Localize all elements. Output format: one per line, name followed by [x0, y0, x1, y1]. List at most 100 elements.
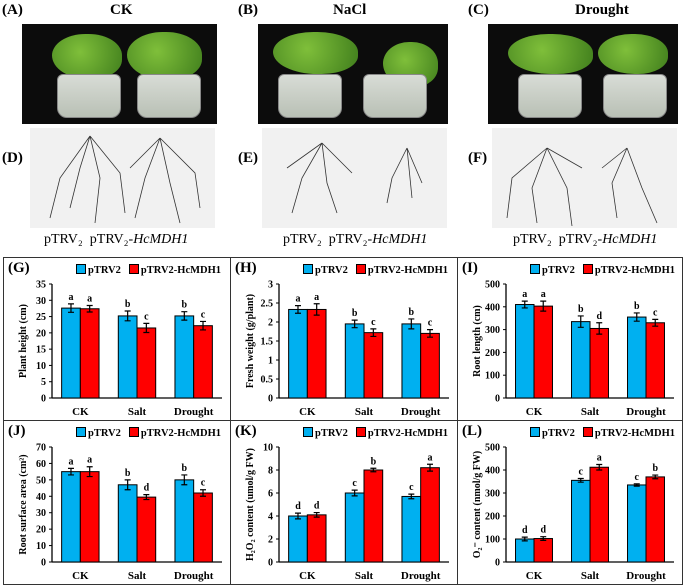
legend-swatch: [530, 427, 540, 437]
y-tick-label: 15: [36, 345, 46, 356]
legend-item: pTRV2-HcMDH1: [355, 427, 449, 439]
error-bar: [313, 511, 320, 518]
legend-label: pTRV2: [315, 265, 348, 276]
bar: [627, 484, 647, 563]
significance-letter: a: [314, 292, 319, 303]
bar: [288, 515, 308, 563]
y-tick-label: 1: [268, 356, 273, 367]
bar-chart: 0 2 4 6 8 10 H₂O₂ content (umol/g FW) CK d d Salt c…: [245, 443, 449, 582]
bar: [174, 315, 195, 399]
error-bar: [540, 300, 547, 312]
y-tick-label: 100: [485, 535, 500, 546]
significance-letter: d: [540, 525, 546, 536]
significance-letter: b: [371, 456, 377, 467]
error-bar: [124, 310, 131, 322]
y-tick-label: 5: [41, 377, 46, 388]
legend-swatch: [128, 264, 139, 274]
x-tick-label: CK: [526, 570, 543, 582]
significance-letter: b: [634, 301, 640, 312]
legend-label: pTRV2-HcMDH1: [367, 428, 449, 439]
photo-nacl: [258, 24, 448, 124]
panel-label-c: (C): [468, 2, 489, 18]
photo-ck: [22, 24, 217, 124]
root-label-row-nacl: pTRV₂ pTRV₂-HcMDH1: [283, 232, 428, 247]
bar: [515, 304, 535, 399]
y-tick-label: 10: [263, 443, 273, 454]
y-axis-label: Fresh weight (g/plant): [245, 294, 256, 388]
legend-label: pTRV2: [88, 265, 121, 276]
significance-letter: c: [428, 318, 433, 329]
legend-item: pTRV2: [303, 264, 348, 276]
bar: [117, 315, 138, 399]
y-tick-label: 300: [485, 489, 500, 500]
bar: [61, 307, 81, 399]
chart-panel: (G) pTRV2 pTRV2-HcMDH1 0 5 10 15 20 25 30 35 Plant …: [3, 257, 231, 421]
significance-letter: b: [409, 307, 415, 318]
bar-chart: 0 10 20 30 40 50 60 70 Root surface area (cm²) CK…: [18, 443, 222, 582]
y-tick-label: 30: [36, 296, 46, 307]
chart-legend: pTRV2 pTRV2-HcMDH1: [530, 264, 683, 276]
legend-swatch: [76, 264, 86, 274]
chart-legend: pTRV2 pTRV2-HcMDH1: [303, 427, 456, 439]
error-bar: [427, 329, 434, 338]
x-tick-label: Drought: [401, 406, 441, 418]
legend-label: pTRV2-HcMDH1: [367, 265, 449, 276]
significance-letter: c: [409, 482, 414, 493]
chart-legend: pTRV2 pTRV2-HcMDH1: [76, 427, 229, 439]
error-bar: [408, 318, 415, 330]
significance-letter: d: [522, 525, 528, 536]
bar: [533, 305, 553, 399]
legend-item: pTRV2: [76, 427, 121, 439]
error-bar: [652, 474, 659, 480]
legend-item: pTRV2: [76, 264, 121, 276]
legend-swatch: [303, 264, 313, 274]
x-tick-label: Salt: [355, 570, 374, 582]
error-bar: [633, 483, 640, 487]
photo-title-drought: Drought: [575, 2, 629, 18]
bar-chart: 0 0.5 1 1.5 2 2.5 3 Fresh weight (g/plant) CK a a S…: [245, 280, 449, 418]
y-tick-label: 500: [485, 280, 500, 291]
y-tick-label: 400: [485, 466, 500, 477]
legend-item: pTRV2: [530, 427, 575, 439]
bar-chart: 0 100 200 300 400 500 Root length (cm) CK a a Salt…: [472, 280, 674, 418]
bar: [589, 466, 609, 563]
x-tick-label: CK: [72, 570, 89, 582]
y-tick-label: 0: [41, 394, 46, 405]
chart-legend: pTRV2 pTRV2-HcMDH1: [303, 264, 456, 276]
bar: [571, 321, 591, 399]
legend-swatch: [128, 427, 139, 437]
y-tick-label: 10: [36, 361, 46, 372]
legend-swatch: [582, 264, 593, 274]
y-tick-label: 400: [485, 302, 500, 313]
panel-label: (G): [8, 260, 30, 276]
significance-letter: d: [295, 501, 301, 512]
legend-item: pTRV2: [530, 264, 575, 276]
bar: [193, 492, 213, 563]
error-bar: [577, 315, 584, 328]
x-tick-label: CK: [299, 570, 316, 582]
significance-letter: c: [352, 478, 357, 489]
error-bar: [294, 512, 301, 520]
y-tick-label: 300: [485, 325, 500, 336]
significance-letter: d: [144, 483, 150, 494]
error-bar: [351, 319, 358, 329]
chart-panel: (J) pTRV2 pTRV2-HcMDH1 0 10 20 30 40 50 60 70 Root …: [3, 420, 231, 585]
significance-letter: c: [201, 309, 206, 320]
legend-item: pTRV2-HcMDH1: [582, 264, 675, 276]
bar: [79, 308, 100, 399]
bar: [627, 316, 647, 399]
legend-item: pTRV2-HcMDH1: [355, 264, 449, 276]
significance-letter: b: [125, 468, 131, 479]
y-axis-label: O₂⁻ content (nmol/g FW): [472, 451, 483, 558]
x-tick-label: CK: [526, 406, 543, 418]
error-bar: [67, 303, 74, 313]
error-bar: [200, 489, 207, 497]
panel-label: (I): [462, 260, 478, 276]
y-tick-label: 4: [268, 512, 273, 523]
y-tick-label: 100: [485, 371, 500, 382]
bar: [420, 467, 440, 563]
bar: [589, 327, 609, 399]
y-tick-label: 3: [268, 280, 273, 291]
y-axis-label: Root length (cm): [472, 305, 483, 377]
